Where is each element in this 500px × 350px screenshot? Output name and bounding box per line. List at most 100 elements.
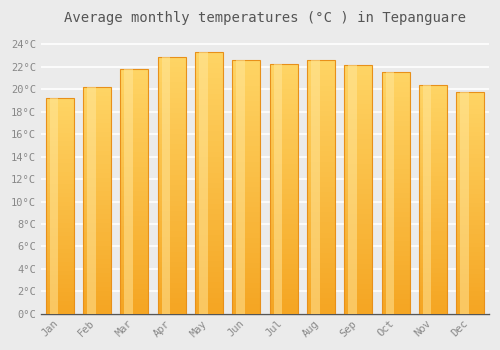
Bar bbox=[87, 87, 96, 314]
Bar bbox=[382, 280, 409, 285]
Bar bbox=[83, 264, 111, 268]
Bar bbox=[46, 116, 74, 120]
Bar bbox=[270, 274, 297, 279]
Bar bbox=[456, 180, 484, 185]
Bar bbox=[83, 87, 111, 314]
Bar bbox=[120, 274, 148, 279]
Bar bbox=[419, 204, 447, 208]
Bar bbox=[382, 140, 409, 145]
Bar bbox=[232, 65, 260, 70]
Bar bbox=[456, 282, 484, 287]
Bar bbox=[83, 201, 111, 205]
Bar bbox=[83, 87, 111, 92]
Bar bbox=[307, 177, 335, 182]
Bar bbox=[158, 262, 186, 267]
Bar bbox=[270, 113, 297, 119]
Bar bbox=[419, 222, 447, 227]
Bar bbox=[199, 52, 207, 314]
Bar bbox=[162, 57, 170, 314]
Bar bbox=[456, 296, 484, 300]
Bar bbox=[46, 219, 74, 223]
Bar bbox=[120, 69, 148, 314]
Bar bbox=[195, 120, 223, 126]
Bar bbox=[382, 188, 409, 193]
Bar bbox=[83, 304, 111, 309]
Bar bbox=[46, 271, 74, 275]
Bar bbox=[382, 145, 409, 150]
Bar bbox=[120, 123, 148, 128]
Bar bbox=[232, 222, 260, 228]
Bar bbox=[158, 185, 186, 190]
Bar bbox=[158, 196, 186, 201]
Bar bbox=[158, 77, 186, 83]
Bar bbox=[120, 84, 148, 89]
Bar bbox=[419, 172, 447, 176]
Bar bbox=[83, 160, 111, 164]
Bar bbox=[120, 152, 148, 157]
Bar bbox=[158, 72, 186, 77]
Bar bbox=[382, 116, 409, 121]
Bar bbox=[232, 207, 260, 212]
Bar bbox=[195, 89, 223, 94]
Bar bbox=[158, 108, 186, 113]
Bar bbox=[456, 158, 484, 163]
Bar bbox=[232, 116, 260, 121]
Bar bbox=[195, 261, 223, 267]
Bar bbox=[120, 69, 148, 74]
Bar bbox=[83, 295, 111, 300]
Bar bbox=[270, 139, 297, 143]
Bar bbox=[158, 88, 186, 93]
Bar bbox=[46, 150, 74, 154]
Bar bbox=[120, 255, 148, 260]
Bar bbox=[456, 292, 484, 296]
Bar bbox=[419, 94, 447, 99]
Bar bbox=[456, 238, 484, 243]
Bar bbox=[232, 182, 260, 187]
Bar bbox=[307, 248, 335, 253]
Bar bbox=[158, 278, 186, 283]
Bar bbox=[456, 269, 484, 274]
Bar bbox=[382, 183, 409, 188]
Bar bbox=[382, 275, 409, 280]
Bar bbox=[158, 124, 186, 129]
Bar bbox=[270, 108, 297, 113]
Bar bbox=[456, 167, 484, 172]
Bar bbox=[270, 219, 297, 224]
Bar bbox=[344, 119, 372, 124]
Bar bbox=[307, 268, 335, 273]
Bar bbox=[270, 299, 297, 304]
Bar bbox=[158, 180, 186, 185]
Bar bbox=[456, 114, 484, 118]
Bar bbox=[46, 167, 74, 172]
Bar bbox=[232, 177, 260, 182]
Bar bbox=[158, 298, 186, 303]
Bar bbox=[423, 85, 432, 314]
Bar bbox=[344, 110, 372, 114]
Bar bbox=[195, 256, 223, 261]
Bar bbox=[232, 126, 260, 131]
Bar bbox=[344, 85, 372, 90]
Bar bbox=[120, 79, 148, 84]
Bar bbox=[46, 292, 74, 296]
Bar bbox=[456, 198, 484, 203]
Bar bbox=[195, 194, 223, 199]
Bar bbox=[307, 141, 335, 146]
Bar bbox=[158, 149, 186, 154]
Bar bbox=[46, 305, 74, 309]
Bar bbox=[270, 254, 297, 259]
Bar bbox=[158, 190, 186, 196]
Bar bbox=[307, 70, 335, 75]
Bar bbox=[344, 149, 372, 154]
Bar bbox=[195, 282, 223, 288]
Bar bbox=[344, 94, 372, 99]
Bar bbox=[419, 99, 447, 103]
Bar bbox=[195, 167, 223, 173]
Bar bbox=[195, 246, 223, 251]
Bar bbox=[232, 96, 260, 101]
Bar bbox=[120, 270, 148, 274]
Bar bbox=[307, 136, 335, 141]
Bar bbox=[382, 256, 409, 261]
Bar bbox=[307, 116, 335, 121]
Bar bbox=[46, 202, 74, 206]
Bar bbox=[158, 226, 186, 231]
